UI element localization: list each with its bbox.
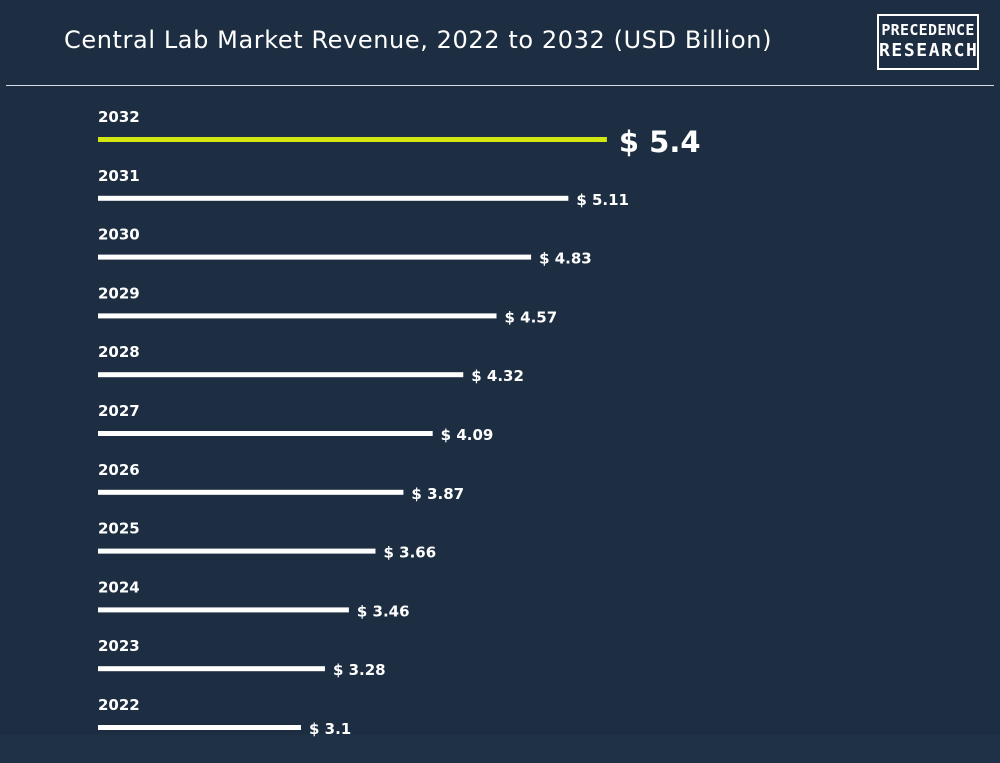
year-label-2022: 2022	[98, 696, 140, 714]
value-label-2029: $ 4.57	[505, 308, 558, 326]
value-label-2025: $ 3.66	[383, 544, 436, 562]
year-label-2026: 2026	[98, 461, 140, 479]
precedence-research-logo: PRECEDENCE RESEARCH	[877, 14, 979, 70]
value-label-2031: $ 5.11	[576, 191, 629, 209]
value-label-2030: $ 4.83	[539, 250, 592, 268]
year-label-2023: 2023	[98, 637, 140, 655]
value-label-2026: $ 3.87	[411, 485, 464, 503]
value-label-2024: $ 3.46	[357, 602, 410, 620]
year-label-2031: 2031	[98, 167, 140, 185]
bar-2029	[98, 313, 497, 319]
bar-2025	[98, 548, 376, 554]
bar-2031	[98, 195, 569, 201]
year-label-2032: 2032	[98, 108, 140, 126]
year-label-2024: 2024	[98, 578, 140, 596]
bar-2024	[98, 607, 349, 613]
bar-2023	[98, 666, 325, 672]
value-label-2032: $ 5.4	[619, 125, 701, 159]
bar-2028	[98, 372, 464, 378]
value-label-2027: $ 4.09	[441, 426, 494, 444]
bar-2027	[98, 431, 433, 436]
year-label-2027: 2027	[98, 402, 140, 420]
chart-title: Central Lab Market Revenue, 2022 to 2032…	[64, 26, 773, 54]
value-label-2028: $ 4.32	[471, 367, 524, 385]
year-label-2029: 2029	[98, 284, 140, 302]
year-label-2025: 2025	[98, 520, 140, 538]
logo-line-2: RESEARCH	[879, 40, 979, 61]
bar-2022	[98, 725, 301, 730]
bar-2026	[98, 489, 404, 495]
header-divider	[6, 85, 994, 86]
bar-2032	[98, 137, 607, 142]
bar-2030	[98, 254, 532, 260]
year-label-2030: 2030	[98, 226, 140, 244]
value-label-2022: $ 3.1	[309, 720, 351, 738]
logo-line-1: PRECEDENCE	[881, 21, 975, 39]
value-label-2023: $ 3.28	[333, 661, 386, 679]
year-label-2028: 2028	[98, 343, 140, 361]
